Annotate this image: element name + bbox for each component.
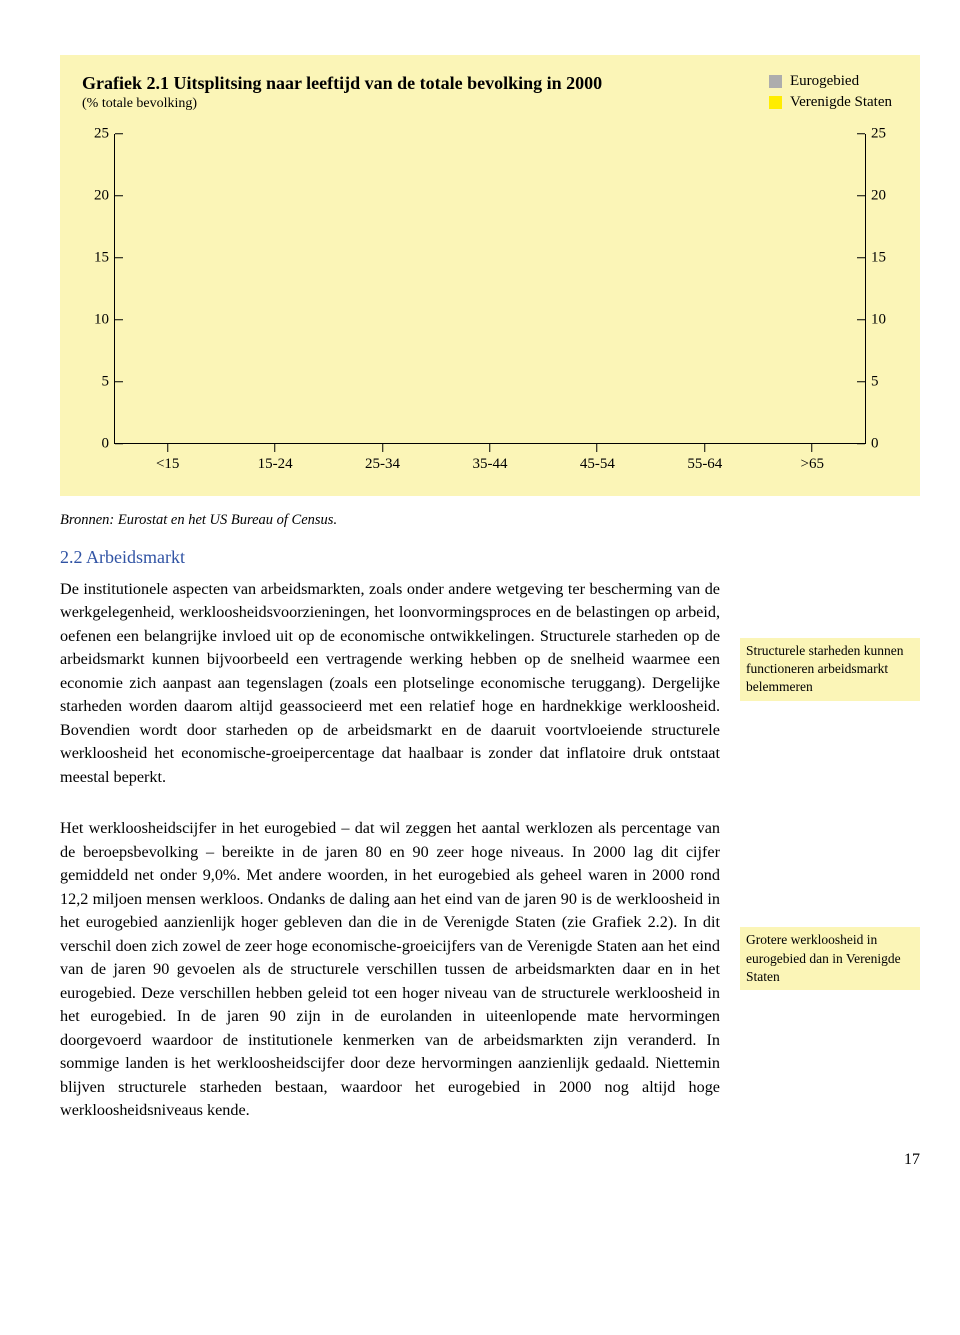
legend-label: Eurogebied	[790, 73, 859, 90]
chart-container: Grafiek 2.1 Uitsplitsing naar leeftijd v…	[60, 55, 920, 496]
paragraph: De institutionele aspecten van arbeidsma…	[60, 578, 720, 789]
ytick-label: 10	[94, 312, 109, 329]
page-number: 17	[60, 1151, 920, 1169]
ytick-label: 0	[102, 436, 110, 453]
xtick-label: 35-44	[472, 456, 507, 473]
ytick-label: 5	[871, 374, 879, 391]
legend-item: Verenigde Staten	[769, 94, 892, 111]
chart-legend: Eurogebied Verenigde Staten	[769, 73, 892, 115]
legend-swatch-icon	[769, 75, 782, 88]
ytick-label: 20	[871, 188, 886, 205]
margin-note: Grotere werkloosheid in eurogebied dan i…	[740, 927, 920, 990]
ytick-label: 20	[94, 188, 109, 205]
legend-label: Verenigde Staten	[790, 94, 892, 111]
xtick-label: 15-24	[258, 456, 293, 473]
xtick-label: 45-54	[580, 456, 615, 473]
ytick-label: 25	[871, 126, 886, 143]
legend-item: Eurogebied	[769, 73, 892, 90]
ytick-label: 25	[94, 126, 109, 143]
xtick-label: >65	[801, 456, 824, 473]
xtick-label: 55-64	[687, 456, 722, 473]
xtick-label: <15	[156, 456, 179, 473]
chart-source-note: Bronnen: Eurostat en het US Bureau of Ce…	[60, 512, 920, 529]
margin-note: Structurele starheden kunnen functionere…	[740, 638, 920, 701]
ytick-label: 15	[871, 250, 886, 267]
section-heading: 2.2 Arbeidsmarkt	[60, 547, 920, 568]
ytick-label: 0	[871, 436, 879, 453]
paragraph: Het werkloosheidscijfer in het eurogebie…	[60, 817, 720, 1122]
ytick-label: 5	[102, 374, 110, 391]
legend-swatch-icon	[769, 96, 782, 109]
xtick-label: 25-34	[365, 456, 400, 473]
chart-plot-area: 0510152025 0510152025 <1515-2425-3435-44…	[82, 124, 898, 484]
bars-container: <1515-2425-3435-4445-5455-64>65	[114, 134, 866, 444]
ytick-label: 10	[871, 312, 886, 329]
ytick-label: 15	[94, 250, 109, 267]
